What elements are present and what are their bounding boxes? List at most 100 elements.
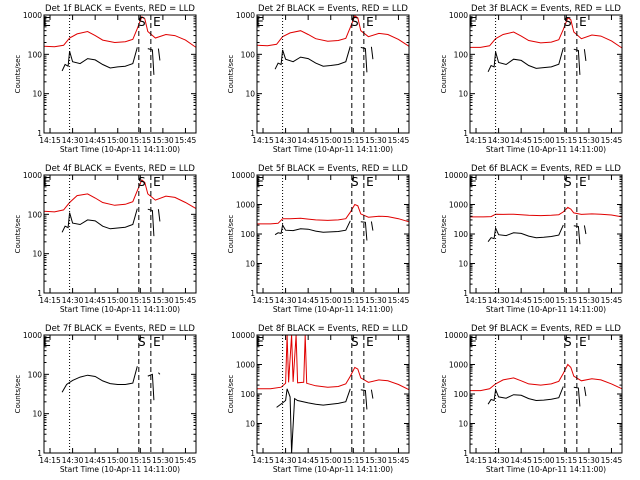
- x-tick-label: 14:15: [465, 296, 487, 305]
- y-tick-label: 1: [463, 449, 468, 458]
- x-tick-label: 15:30: [578, 136, 600, 145]
- time-marker-label: E: [366, 335, 374, 349]
- series-line-lld: [43, 16, 197, 48]
- time-marker-label: E: [153, 335, 161, 349]
- y-tick-label: 100: [454, 50, 469, 59]
- series-group: [257, 334, 410, 454]
- y-tick-label: 100: [241, 230, 256, 239]
- y-tick-label: 1: [250, 289, 255, 298]
- chart-panel-8: Det 8f BLACK = Events, RED = LLD 1 10 100 10…: [227, 324, 410, 474]
- series-line-events: [61, 366, 161, 401]
- y-tick-label: 1000: [236, 201, 255, 210]
- y-tick-label: 10: [245, 260, 255, 269]
- y-axis-label: Counts/sec: [227, 55, 235, 94]
- chart-panel-4: Det 4f BLACK = Events, RED = LLD 1 10 100 10…: [14, 164, 197, 314]
- y-axis-label: Counts/sec: [440, 215, 448, 254]
- plot-frame: [469, 174, 623, 294]
- y-tick-label: 10000: [231, 171, 255, 180]
- x-tick-label: 15:15: [343, 296, 365, 305]
- y-tick-label: 100: [241, 390, 256, 399]
- y-tick-label: 10: [458, 260, 468, 269]
- x-tick-label: 15:00: [533, 296, 555, 305]
- x-tick-label: 14:45: [297, 136, 319, 145]
- y-tick-label: 100: [241, 50, 256, 59]
- x-tick-label: 14:30: [62, 456, 84, 465]
- y-tick-label: 10: [32, 410, 42, 419]
- time-marker-label: E: [366, 175, 374, 189]
- series-line-events: [487, 224, 587, 245]
- x-tick-label: 14:30: [275, 456, 297, 465]
- x-tick-label: 14:15: [465, 136, 487, 145]
- x-axis-label: Start Time (10-Apr-11 14:11:00): [60, 145, 180, 154]
- y-tick-label: 1000: [236, 11, 255, 20]
- x-tick-label: 15:45: [601, 136, 623, 145]
- x-tick-label: 15:45: [388, 296, 410, 305]
- x-tick-label: 15:45: [388, 136, 410, 145]
- y-tick-label: 1000: [449, 201, 468, 210]
- y-axis-label: Counts/sec: [14, 55, 22, 94]
- y-tick-label: 1: [37, 129, 42, 138]
- time-marker-label: S: [138, 15, 146, 29]
- panel-title: Det 4f BLACK = Events, RED = LLD: [45, 164, 195, 174]
- y-tick-label: 100: [28, 50, 43, 59]
- x-tick-label: 15:15: [130, 136, 152, 145]
- series-line-lld: [256, 15, 410, 47]
- series-group: [43, 179, 197, 237]
- plot-frame: [43, 14, 197, 134]
- plot-frame: [256, 174, 410, 294]
- y-tick-label: 1: [463, 289, 468, 298]
- chart-panel-2: Det 2f BLACK = Events, RED = LLD 1 10 100 10…: [227, 4, 410, 154]
- x-tick-label: 14:45: [84, 296, 106, 305]
- y-tick-label: 1: [250, 129, 255, 138]
- y-tick-label: 1: [250, 449, 255, 458]
- x-tick-label: 15:30: [578, 296, 600, 305]
- y-tick-label: 1000: [449, 11, 468, 20]
- time-marker-label: S: [564, 175, 572, 189]
- time-marker-label: E: [43, 15, 51, 29]
- x-tick-label: 14:15: [39, 456, 61, 465]
- series-line-lld: [257, 334, 410, 391]
- y-tick-label: 10000: [444, 171, 468, 180]
- y-tick-label: 100: [28, 370, 43, 379]
- x-tick-label: 15:00: [107, 456, 129, 465]
- series-group: [470, 363, 623, 407]
- time-marker-label: S: [564, 335, 572, 349]
- time-marker-label: E: [43, 335, 51, 349]
- time-marker-label: E: [153, 15, 161, 29]
- series-line-events: [487, 47, 587, 75]
- x-tick-label: 15:00: [320, 136, 342, 145]
- y-tick-label: 10: [32, 250, 42, 259]
- plot-frame: [43, 174, 197, 294]
- chart-panel-3: Det 3f BLACK = Events, RED = LLD 1 10 100 10…: [440, 4, 623, 154]
- x-tick-label: 15:00: [107, 136, 129, 145]
- series-group: [470, 17, 623, 75]
- x-tick-label: 15:15: [343, 456, 365, 465]
- y-tick-label: 1: [37, 449, 42, 458]
- x-tick-label: 14:45: [510, 296, 532, 305]
- panel-title: Det 8f BLACK = Events, RED = LLD: [258, 324, 408, 334]
- y-tick-label: 10: [245, 420, 255, 429]
- x-tick-label: 15:45: [175, 456, 197, 465]
- series-line-lld: [470, 206, 623, 218]
- x-tick-label: 14:15: [252, 296, 274, 305]
- time-marker-label: E: [579, 15, 587, 29]
- y-tick-label: 1: [463, 129, 468, 138]
- y-tick-label: 10000: [231, 331, 255, 340]
- time-marker-label: E: [469, 15, 477, 29]
- x-tick-label: 15:15: [556, 136, 578, 145]
- series-line-lld: [470, 17, 623, 49]
- x-tick-label: 15:30: [152, 456, 174, 465]
- y-axis-label: Counts/sec: [14, 375, 22, 414]
- y-tick-label: 10: [458, 420, 468, 429]
- time-marker-label: S: [564, 15, 572, 29]
- time-marker-label: E: [43, 175, 51, 189]
- x-tick-label: 14:15: [252, 136, 274, 145]
- panel-title: Det 6f BLACK = Events, RED = LLD: [471, 164, 621, 174]
- x-tick-label: 15:45: [601, 296, 623, 305]
- x-tick-label: 15:00: [320, 296, 342, 305]
- x-tick-label: 14:45: [84, 456, 106, 465]
- x-tick-label: 14:30: [62, 136, 84, 145]
- x-tick-label: 15:45: [175, 296, 197, 305]
- x-tick-label: 15:45: [388, 456, 410, 465]
